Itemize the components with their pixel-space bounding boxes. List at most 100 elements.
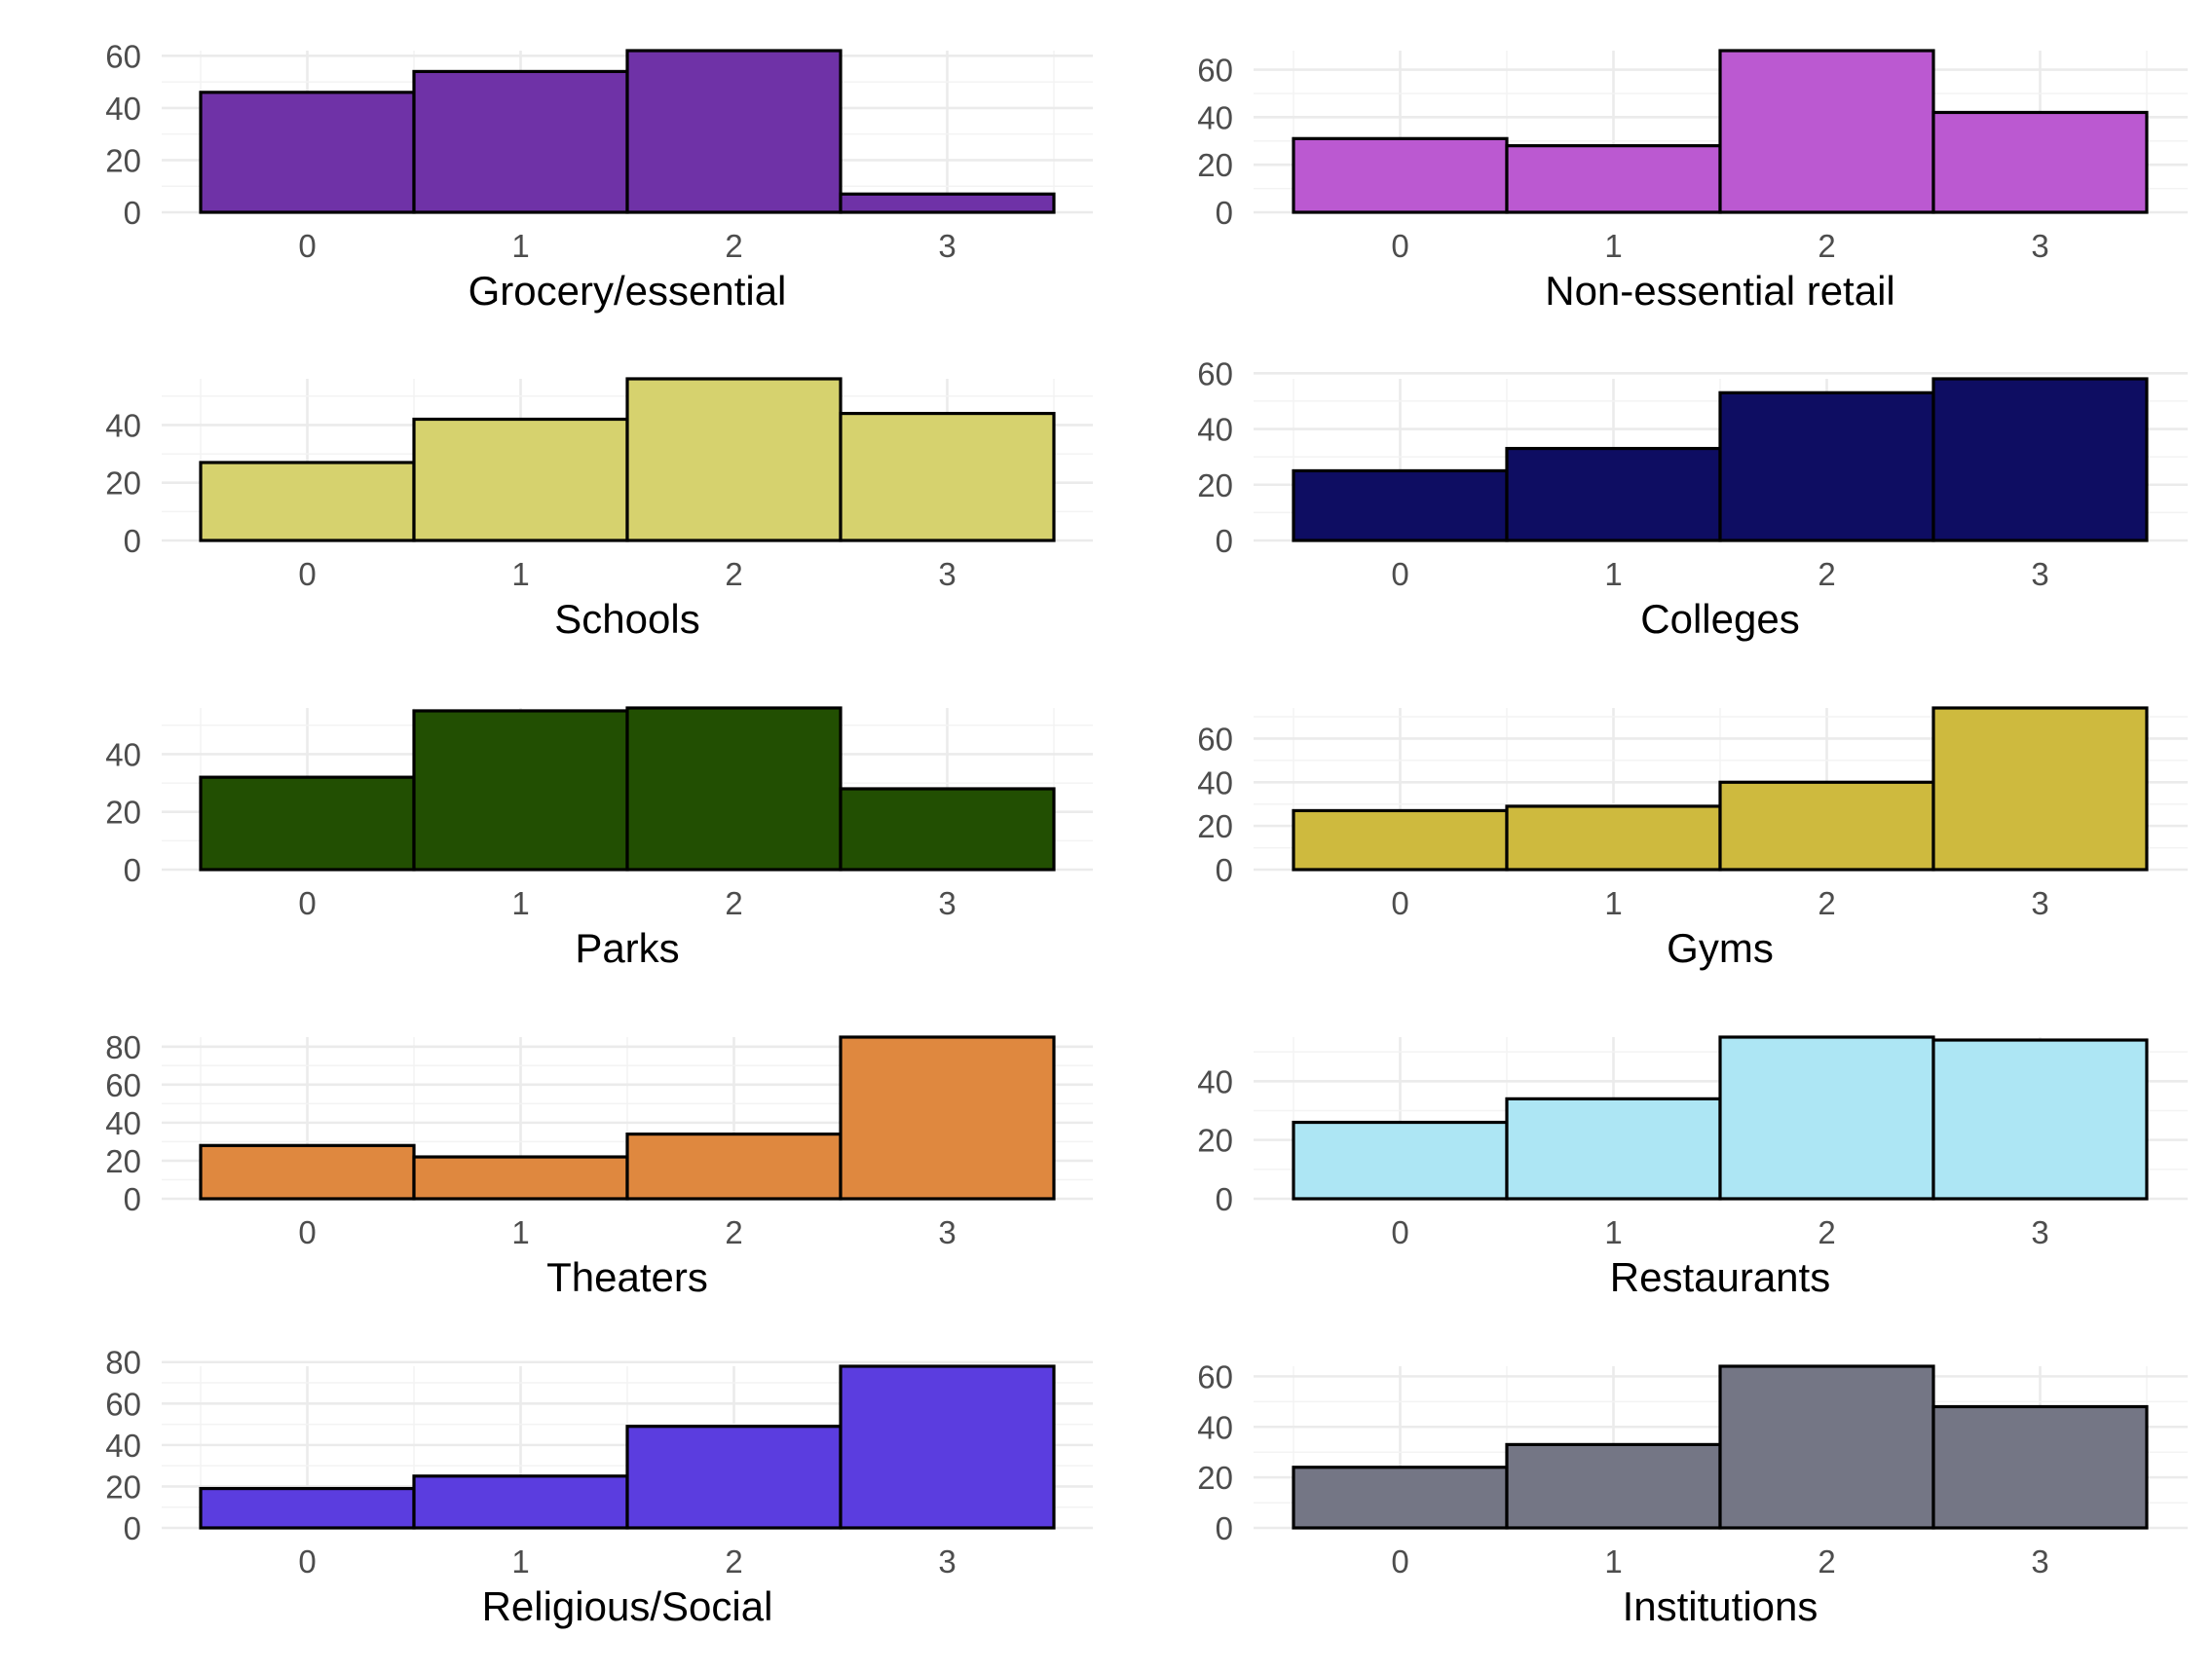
chart-panel-9: 0 20 40 60 0 1 2 3 Institutions (1197, 1358, 2188, 1629)
x-tick-label: 1 (1604, 1543, 1622, 1580)
x-tick-label: 1 (511, 1214, 529, 1250)
chart-panel-8: 0 20 40 60 80 0 1 2 3 Religious/Social (105, 1345, 1093, 1629)
bar-2 (1718, 390, 1935, 542)
bar-2 (625, 706, 843, 872)
y-tick-label: 40 (105, 407, 141, 443)
x-tick-label: 0 (1391, 228, 1408, 264)
x-tick-label: 0 (1391, 556, 1408, 592)
chart-panel-1: 0 20 40 60 0 1 2 3 Non-essential retail (1197, 49, 2188, 314)
bar-3 (1931, 706, 2149, 872)
y-tick-label: 0 (1216, 195, 1233, 231)
x-axis-title: Schools (554, 596, 699, 642)
x-tick-label: 3 (938, 228, 956, 264)
bar-1 (1505, 446, 1722, 542)
x-axis-title: Parks (575, 925, 679, 971)
bar-3 (839, 1364, 1056, 1530)
bar-0 (1292, 1120, 1509, 1201)
x-tick-label: 0 (298, 228, 316, 264)
bar-0 (199, 91, 416, 214)
bar-2 (625, 49, 843, 214)
x-tick-label: 1 (511, 885, 529, 921)
bar-1 (412, 69, 629, 214)
bar-2 (625, 377, 843, 542)
x-axis-title: Religious/Social (482, 1583, 773, 1629)
x-tick-label: 1 (511, 228, 529, 264)
x-tick-label: 0 (298, 885, 316, 921)
bar-0 (199, 775, 416, 872)
x-tick-label: 0 (298, 1543, 316, 1580)
x-tick-label: 1 (1604, 885, 1622, 921)
x-tick-label: 1 (1604, 556, 1622, 592)
y-tick-label: 40 (105, 91, 141, 127)
y-tick-label: 0 (1216, 523, 1233, 559)
bar-2 (1718, 780, 1935, 872)
x-tick-label: 3 (938, 1543, 956, 1580)
bar-3 (1931, 377, 2149, 542)
chart-panel-3: 0 20 40 60 0 1 2 3 Colleges (1197, 355, 2188, 642)
x-tick-label: 0 (298, 1214, 316, 1250)
x-tick-label: 1 (1604, 1214, 1622, 1250)
chart-panel-4: 0 20 40 0 1 2 3 Parks (105, 706, 1093, 971)
bar-0 (199, 1486, 416, 1530)
y-tick-label: 0 (124, 523, 141, 559)
x-axis-title: Restaurants (1610, 1254, 1830, 1300)
bar-3 (1931, 1038, 2149, 1201)
x-axis-title: Grocery/essential (469, 268, 787, 314)
x-tick-label: 0 (298, 556, 316, 592)
x-tick-label: 0 (1391, 885, 1408, 921)
x-axis-title: Non-essential retail (1545, 268, 1895, 314)
x-tick-label: 3 (938, 1214, 956, 1250)
bar-0 (199, 1143, 416, 1201)
x-tick-label: 2 (1818, 1214, 1835, 1250)
y-tick-label: 80 (105, 1345, 141, 1381)
y-tick-label: 0 (124, 1510, 141, 1546)
x-tick-label: 2 (1818, 1543, 1835, 1580)
y-tick-label: 20 (1197, 147, 1233, 183)
bar-1 (1505, 1097, 1722, 1201)
y-tick-label: 20 (1197, 1460, 1233, 1496)
chart-panel-7: 0 20 40 0 1 2 3 Restaurants (1197, 1035, 2188, 1300)
bar-1 (1505, 1442, 1722, 1530)
y-tick-label: 20 (1197, 467, 1233, 503)
x-tick-label: 1 (511, 556, 529, 592)
y-tick-label: 60 (1197, 721, 1233, 757)
y-tick-label: 40 (105, 1105, 141, 1141)
x-tick-label: 3 (938, 556, 956, 592)
bar-3 (1931, 110, 2149, 214)
bar-1 (1505, 804, 1722, 872)
y-tick-label: 40 (1197, 412, 1233, 448)
y-tick-label: 20 (1197, 808, 1233, 844)
y-tick-label: 60 (1197, 1358, 1233, 1394)
y-tick-label: 40 (1197, 99, 1233, 135)
bar-1 (412, 1474, 629, 1530)
y-tick-label: 40 (1197, 1063, 1233, 1099)
y-tick-label: 80 (105, 1029, 141, 1065)
x-axis-title: Institutions (1623, 1583, 1818, 1629)
y-tick-label: 20 (105, 795, 141, 831)
y-tick-label: 40 (105, 736, 141, 772)
x-tick-label: 3 (2031, 1543, 2048, 1580)
bar-0 (1292, 468, 1509, 542)
bar-0 (199, 461, 416, 542)
y-tick-label: 0 (1216, 1181, 1233, 1217)
y-tick-label: 0 (124, 852, 141, 888)
x-tick-label: 2 (1818, 556, 1835, 592)
bar-2 (625, 1425, 843, 1530)
x-tick-label: 0 (1391, 1543, 1408, 1580)
x-tick-label: 2 (1818, 228, 1835, 264)
y-tick-label: 60 (105, 38, 141, 74)
y-tick-label: 60 (105, 1067, 141, 1103)
chart-panel-5: 0 20 40 60 0 1 2 3 Gyms (1197, 706, 2188, 971)
x-axis-title: Colleges (1640, 596, 1799, 642)
bar-3 (839, 1035, 1056, 1201)
bar-3 (1931, 1404, 2149, 1530)
chart-panel-2: 0 20 40 0 1 2 3 Schools (105, 377, 1093, 642)
x-axis-title: Gyms (1667, 925, 1774, 971)
x-tick-label: 1 (1604, 228, 1622, 264)
y-tick-label: 20 (105, 1143, 141, 1179)
bar-0 (1292, 136, 1509, 214)
y-tick-label: 0 (1216, 1510, 1233, 1546)
bar-2 (1718, 1035, 1935, 1201)
x-tick-label: 2 (725, 556, 742, 592)
